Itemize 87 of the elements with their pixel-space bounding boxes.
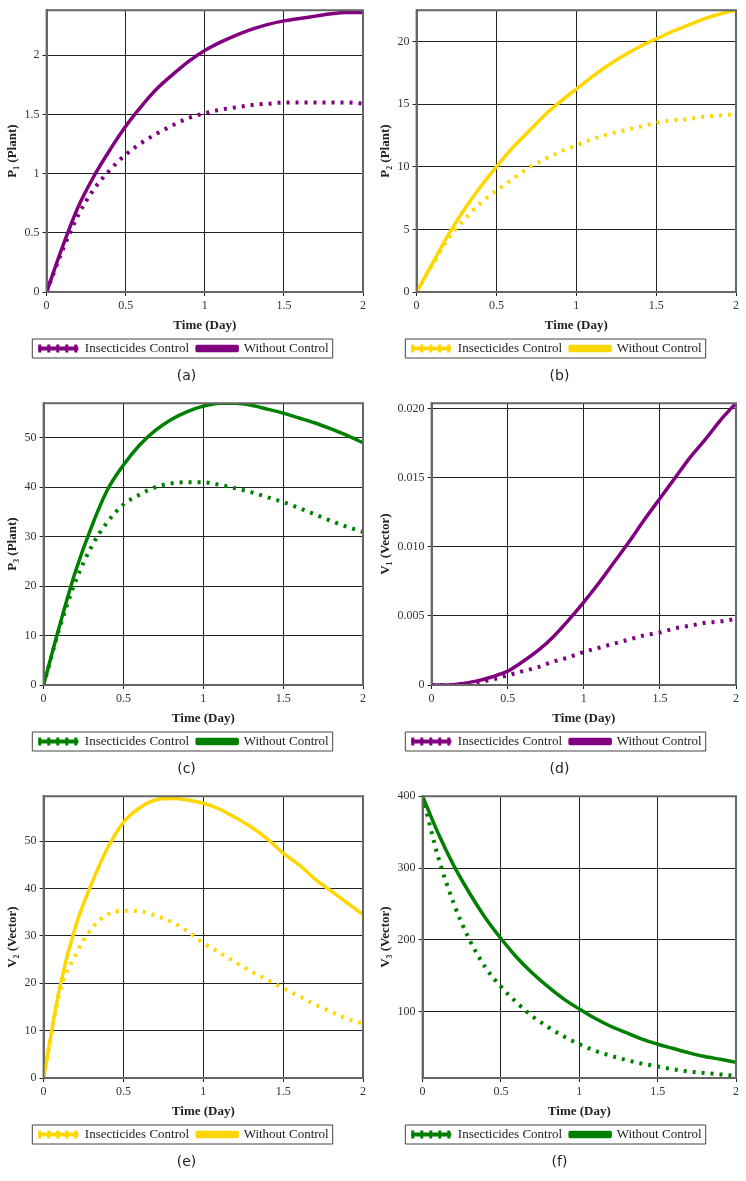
y-tick-label: 0 — [418, 677, 425, 692]
x-tick-label: 1 — [200, 691, 207, 706]
x-tick-label: 1 — [576, 1084, 583, 1099]
y-tick-label: 0.015 — [397, 469, 425, 484]
y-tick-label: 20 — [24, 975, 37, 990]
legend-label: Insecticides Control — [84, 1125, 190, 1141]
y-tick-label: 300 — [397, 860, 416, 875]
y-tick-label: 30 — [24, 928, 37, 943]
legend-label: Insecticides Control — [457, 1125, 563, 1141]
x-tick-label: 0.5 — [115, 1084, 131, 1099]
y-tick-label: 50 — [24, 429, 37, 444]
y-axis-title: V₂ (Vector) — [4, 906, 20, 968]
x-axis-title: Time (Day) — [544, 316, 608, 332]
x-tick-label: 0 — [43, 298, 50, 313]
y-tick-label: 15 — [397, 96, 410, 111]
y-tick-label: 1.5 — [24, 106, 40, 121]
x-axis-title: Time (Day) — [171, 1102, 235, 1118]
y-tick-label: 200 — [397, 932, 416, 947]
x-tick-label: 1.5 — [650, 1084, 666, 1099]
y-tick-label: 50 — [24, 833, 37, 848]
x-tick-label: 0.5 — [118, 298, 134, 313]
text: (d) — [548, 760, 571, 776]
legend-label: Without Control — [243, 732, 330, 748]
y-tick-label: 0 — [30, 677, 37, 692]
x-tick-label: 1.5 — [275, 1084, 291, 1099]
y-tick-label: 0.020 — [397, 400, 425, 415]
x-tick-label: 0.5 — [500, 691, 516, 706]
x-tick-label: 2 — [360, 298, 366, 313]
legend-label: Insecticides Control — [457, 732, 563, 748]
x-tick-label: 2 — [360, 1084, 366, 1099]
x-tick-label: 0.5 — [493, 1084, 509, 1099]
x-tick-label: 1 — [580, 691, 587, 706]
text: (c) — [176, 760, 197, 776]
x-tick-label: 1 — [201, 298, 208, 313]
legend-label: Without Control — [243, 339, 330, 355]
y-tick-label: 40 — [24, 479, 37, 494]
x-tick-label: 1.5 — [652, 691, 668, 706]
x-axis-title: Time (Day) — [173, 316, 237, 332]
y-axis-title: P₂ (Plant) — [377, 124, 393, 178]
y-axis-title: P₃ (Plant) — [4, 517, 20, 571]
y-tick-label: 0.010 — [397, 539, 425, 554]
y-tick-label: 40 — [24, 880, 37, 895]
y-tick-label: 1 — [33, 165, 40, 180]
y-tick-label: 0.005 — [397, 608, 425, 623]
x-tick-label: 2 — [733, 691, 739, 706]
x-tick-label: 1 — [200, 1084, 207, 1099]
x-tick-label: 1.5 — [648, 298, 664, 313]
y-tick-label: 2 — [33, 47, 40, 62]
y-tick-label: 0 — [33, 284, 40, 299]
y-tick-label: 100 — [397, 1004, 416, 1019]
x-tick-label: 1.5 — [276, 298, 292, 313]
y-axis-title: P₁ (Plant) — [4, 124, 20, 178]
legend-label: Without Control — [616, 339, 703, 355]
y-tick-label: 20 — [397, 33, 410, 48]
y-tick-label: 30 — [24, 528, 37, 543]
x-axis-title: Time (Day) — [171, 709, 235, 725]
text: (b) — [548, 367, 571, 383]
y-tick-label: 400 — [397, 788, 416, 803]
x-tick-label: 0 — [428, 691, 435, 706]
legend-label: Without Control — [616, 732, 703, 748]
legend-label: Without Control — [616, 1125, 703, 1141]
legend-label: Insecticides Control — [84, 732, 190, 748]
text: (e) — [175, 1153, 198, 1169]
y-tick-label: 0.5 — [24, 224, 40, 239]
y-tick-label: 10 — [24, 627, 37, 642]
y-tick-label: 5 — [403, 221, 410, 236]
legend-label: Insecticides Control — [457, 339, 563, 355]
x-tick-label: 1.5 — [275, 691, 291, 706]
text: (a) — [175, 367, 198, 383]
y-tick-label: 10 — [397, 158, 410, 173]
y-tick-label: 20 — [24, 578, 37, 593]
y-axis-title: V₃ (Vector) — [377, 906, 393, 968]
y-tick-label: 0 — [403, 284, 410, 299]
y-tick-label: 10 — [24, 1022, 37, 1037]
y-axis-title: V₁ (Vector) — [377, 513, 393, 575]
legend-label: Without Control — [243, 1125, 330, 1141]
x-tick-label: 2 — [360, 691, 366, 706]
x-tick-label: 2 — [733, 298, 739, 313]
x-tick-label: 0.5 — [115, 691, 131, 706]
text: (f) — [550, 1153, 569, 1169]
legend-label: Insecticides Control — [84, 339, 190, 355]
x-axis-title: Time (Day) — [547, 1102, 611, 1118]
x-tick-label: 1 — [573, 298, 580, 313]
x-axis-title: Time (Day) — [552, 709, 616, 725]
x-tick-label: 2 — [733, 1084, 739, 1099]
x-tick-label: 0.5 — [488, 298, 504, 313]
y-tick-label: 0 — [30, 1070, 37, 1085]
